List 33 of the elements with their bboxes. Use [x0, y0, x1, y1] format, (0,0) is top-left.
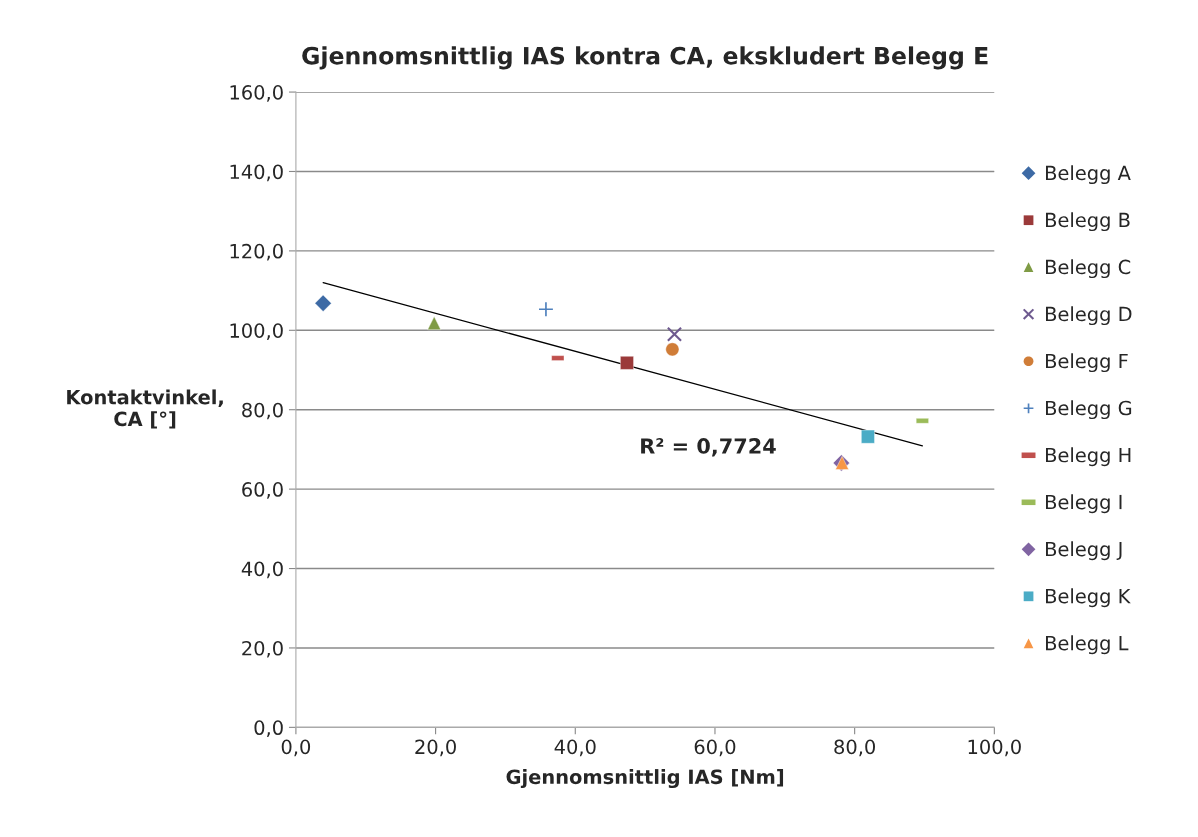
legend-label: Belegg F: [1046, 353, 1128, 373]
y-tick-label: 80,0: [242, 402, 283, 420]
legend-label: Belegg I: [1046, 494, 1122, 514]
y-tick-label: 100,0: [230, 323, 283, 340]
legend-label: Belegg C: [1046, 259, 1131, 279]
y-tick-label: 140,0: [230, 164, 283, 182]
x-tick-label: 20,0: [415, 739, 456, 757]
y-tick-label: 60,0: [242, 482, 283, 499]
legend-label: Belegg K: [1046, 588, 1131, 608]
y-tick-label: 120,0: [230, 243, 283, 261]
y-tick-label: 0,0: [254, 720, 283, 737]
x-tick-label: 40,0: [554, 739, 596, 757]
annotation: R² = 0,7724: [641, 438, 776, 457]
legend-label: Belegg H: [1046, 447, 1131, 467]
point: [538, 301, 554, 318]
chart-title: Gjennomsnittlig IAS kontra CA, ekskludert Belegg E: [302, 46, 988, 70]
legend-label: Belegg J: [1046, 541, 1122, 561]
legend-label: Belegg A: [1046, 165, 1131, 185]
legend-label: Belegg D: [1046, 306, 1132, 326]
legend-label: Belegg B: [1046, 212, 1130, 232]
legend-label: Belegg L: [1046, 635, 1129, 655]
point: [314, 294, 332, 312]
x-tick-label: 0,0: [281, 739, 311, 757]
x-tick-label: 80,0: [834, 739, 876, 757]
x-tick-label: 60,0: [694, 739, 736, 757]
y-tick-label: 40,0: [241, 561, 283, 579]
point: [666, 326, 683, 342]
y-axis-title: Kontaktvinkel, CA [°]: [67, 389, 223, 429]
x-tick-label: 100,0: [968, 739, 1021, 757]
y-tick-label: 20,0: [242, 640, 283, 658]
x-axis-title: Gjennomsnittlig IAS [Nm]: [506, 769, 784, 789]
legend-label: Belegg G: [1046, 400, 1132, 420]
y-tick-label: 160,0: [230, 85, 283, 102]
